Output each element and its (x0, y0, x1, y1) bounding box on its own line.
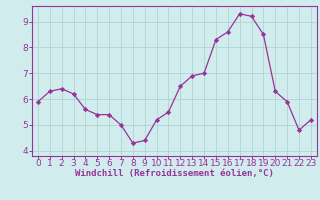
X-axis label: Windchill (Refroidissement éolien,°C): Windchill (Refroidissement éolien,°C) (75, 169, 274, 178)
